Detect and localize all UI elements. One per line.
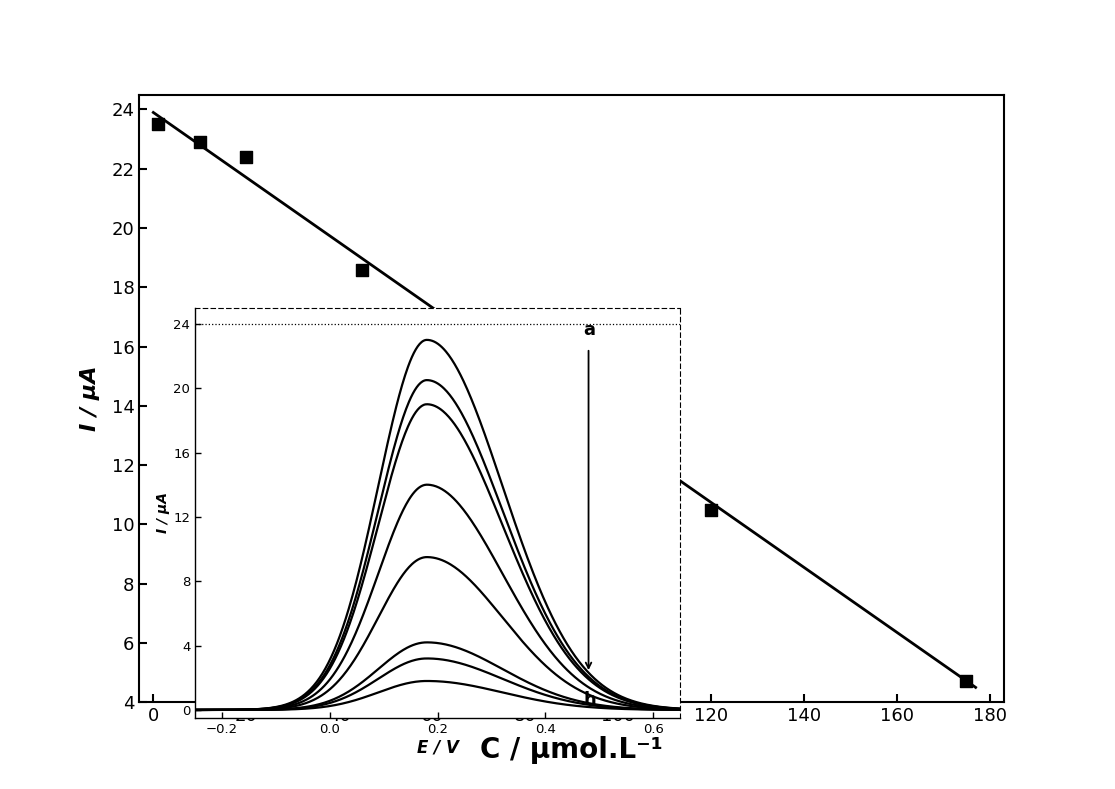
X-axis label: C / μmol.L⁻¹: C / μmol.L⁻¹ xyxy=(481,736,662,765)
Text: a: a xyxy=(583,321,595,339)
Point xyxy=(191,136,209,148)
Point xyxy=(353,264,371,276)
Y-axis label: I / μA: I / μA xyxy=(80,365,100,432)
Point xyxy=(702,503,720,516)
Y-axis label: I / μA: I / μA xyxy=(156,492,171,533)
Point xyxy=(237,151,255,163)
Point xyxy=(958,675,976,688)
Text: h: h xyxy=(583,691,595,709)
X-axis label: E / V: E / V xyxy=(417,739,458,757)
Point xyxy=(540,379,558,391)
Point xyxy=(149,118,167,131)
